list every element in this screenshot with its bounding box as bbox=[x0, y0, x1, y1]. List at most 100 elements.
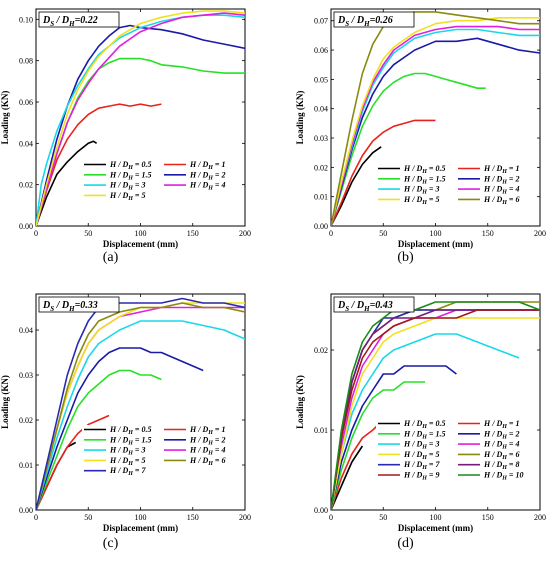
chart-panel: 0 50 100 150 200 0.00 0.01 0.02 0.03 0.04 Displace… bbox=[0, 293, 251, 551]
x-tick-label: 0 bbox=[34, 229, 38, 238]
x-tick-label: 200 bbox=[534, 513, 546, 522]
legend-bg bbox=[82, 160, 238, 206]
y-tick-label: 0.02 bbox=[19, 416, 33, 425]
y-tick-label: 0.01 bbox=[314, 426, 328, 435]
legend-label: H / DH = 3 bbox=[403, 185, 439, 196]
panel-title: DS / DH=0.43 bbox=[337, 300, 393, 313]
panel-title: DS / DH=0.33 bbox=[42, 300, 98, 313]
panel-caption: (d) bbox=[397, 536, 414, 551]
y-tick-label: 0.03 bbox=[314, 134, 328, 143]
legend-label: H / DH = 4 bbox=[483, 185, 519, 196]
x-tick-label: 100 bbox=[430, 513, 442, 522]
y-tick-label: 0.04 bbox=[314, 105, 328, 114]
x-tick-label: 50 bbox=[84, 513, 92, 522]
x-tick-label: 200 bbox=[239, 513, 251, 522]
x-axis-label: Displacement (mm) bbox=[103, 239, 178, 249]
x-tick-label: 0 bbox=[34, 513, 38, 522]
series-line bbox=[36, 320, 245, 510]
series-line bbox=[331, 421, 382, 510]
legend-label: H / DH = 5 bbox=[403, 195, 439, 206]
y-axis-label: Loading (KN) bbox=[295, 91, 305, 145]
series-group bbox=[331, 301, 540, 510]
y-tick-label: 0.00 bbox=[314, 506, 328, 515]
series-group bbox=[36, 297, 245, 510]
series-line bbox=[36, 302, 245, 510]
x-axis-label: Displacement (mm) bbox=[398, 239, 473, 249]
y-tick-label: 0.02 bbox=[314, 346, 328, 355]
x-tick-label: 50 bbox=[379, 513, 387, 522]
legend-label: H / DH = 5 bbox=[109, 191, 145, 202]
legend: H / DH = 0.5 H / DH = 1H / DH = 1.5 H / DH… bbox=[82, 160, 238, 206]
legend-label: H / DH = 8 bbox=[483, 460, 519, 471]
y-tick-label: 0.00 bbox=[19, 222, 33, 231]
legend-label: H / DH = 1.5 bbox=[109, 170, 151, 181]
legend: H / DH = 0.5 H / DH = 1H / DH = 1.5 H / DH… bbox=[376, 419, 532, 485]
title-box bbox=[38, 11, 120, 28]
y-tick-label: 0.03 bbox=[19, 371, 33, 380]
x-tick-label: 100 bbox=[135, 229, 147, 238]
legend-bg bbox=[376, 419, 532, 485]
legend-label: H / DH = 3 bbox=[403, 440, 439, 451]
series-line bbox=[331, 37, 540, 226]
legend-label: H / DH = 0.5 bbox=[109, 425, 151, 436]
panel-caption: (a) bbox=[103, 250, 119, 265]
series-line bbox=[36, 103, 162, 226]
legend-label: H / DH = 6 bbox=[483, 195, 519, 206]
panel-title: DS / DH=0.26 bbox=[337, 15, 393, 28]
x-tick-label: 150 bbox=[482, 229, 494, 238]
y-tick-label: 0.08 bbox=[19, 57, 33, 66]
legend-label: H / DH = 1.5 bbox=[109, 435, 151, 446]
x-tick-label: 0 bbox=[329, 229, 333, 238]
panel-caption: (b) bbox=[397, 250, 414, 265]
legend-label: H / DH = 6 bbox=[483, 450, 519, 461]
legend-label: H / DH = 1 bbox=[483, 419, 519, 430]
x-axis-label: Displacement (mm) bbox=[398, 523, 473, 533]
legend-label: H / DH = 2 bbox=[483, 429, 519, 440]
series-line bbox=[331, 28, 540, 226]
panel-title: DS / DH=0.22 bbox=[42, 15, 98, 28]
legend-label: H / DH = 5 bbox=[109, 456, 145, 467]
chart-panel: 0 50 100 150 200 0.00 0.01 0.02 0.03 0.04 0.05 0.06… bbox=[295, 8, 546, 265]
legend-label: H / DH = 4 bbox=[189, 446, 225, 457]
legend-label: H / DH = 2 bbox=[189, 435, 225, 446]
chart-panel: 0 50 100 150 200 0.00 0.02 0.04 0.06 0.08 0.10 Disp… bbox=[0, 8, 251, 265]
y-tick-label: 0.01 bbox=[19, 461, 33, 470]
series-group bbox=[331, 11, 540, 226]
y-tick-label: 0.07 bbox=[314, 17, 328, 26]
series-line bbox=[331, 25, 540, 226]
series-line bbox=[331, 381, 426, 510]
series-line bbox=[36, 369, 162, 510]
x-tick-label: 200 bbox=[534, 229, 546, 238]
legend-label: H / DH = 10 bbox=[483, 471, 523, 482]
series-line bbox=[36, 347, 204, 510]
legend-label: H / DH = 0.5 bbox=[109, 160, 151, 171]
title-box bbox=[333, 11, 415, 28]
y-axis-label: Loading (KN) bbox=[295, 375, 305, 429]
legend-label: H / DH = 4 bbox=[189, 181, 225, 192]
series-line bbox=[331, 146, 382, 226]
legend-label: H / DH = 3 bbox=[109, 181, 145, 192]
y-tick-label: 0.05 bbox=[314, 75, 328, 84]
legend-label: H / DH = 1 bbox=[189, 425, 225, 436]
legend-label: H / DH = 4 bbox=[483, 440, 519, 451]
x-axis-label: Displacement (mm) bbox=[103, 523, 178, 533]
panel-caption: (c) bbox=[103, 536, 119, 551]
y-tick-label: 0.04 bbox=[19, 326, 33, 335]
y-tick-label: 0.06 bbox=[314, 46, 328, 55]
legend-label: H / DH = 1.5 bbox=[403, 429, 445, 440]
series-line bbox=[36, 24, 245, 226]
y-tick-label: 0.00 bbox=[314, 222, 328, 231]
legend-label: H / DH = 0.5 bbox=[403, 164, 445, 175]
series-line bbox=[331, 72, 486, 226]
legend-label: H / DH = 9 bbox=[403, 471, 439, 482]
series-group bbox=[36, 10, 245, 226]
series-line bbox=[331, 445, 364, 510]
legend-label: H / DH = 5 bbox=[403, 450, 439, 461]
legend-bg bbox=[376, 164, 532, 210]
y-axis-label: Loading (KN) bbox=[0, 91, 10, 145]
y-tick-label: 0.06 bbox=[19, 98, 33, 107]
series-line bbox=[331, 333, 520, 510]
y-tick-label: 0.00 bbox=[19, 506, 33, 515]
series-line bbox=[36, 12, 245, 226]
